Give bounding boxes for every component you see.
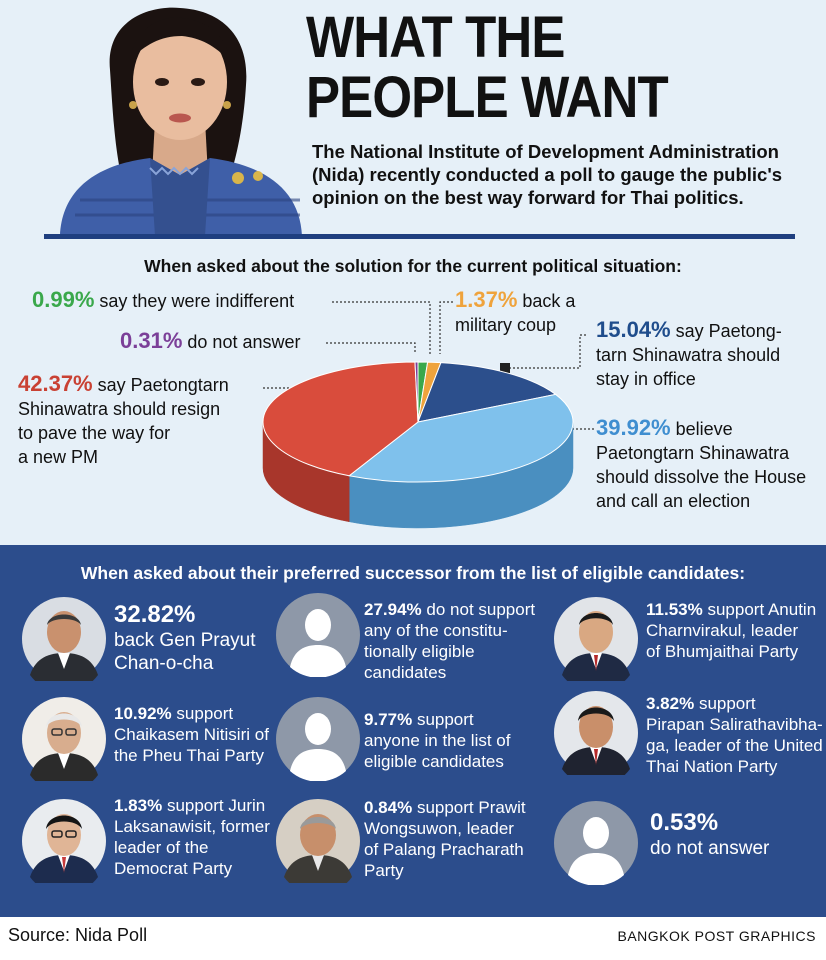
candidate-no-answer-pct: 0.53% — [650, 809, 719, 836]
title-line-2: PEOPLE WANT — [306, 65, 669, 130]
pie-chart — [262, 361, 574, 529]
bottom-section: When asked about their preferred success… — [0, 545, 826, 917]
label-stay-line2: tarn Shinawatra should — [596, 345, 781, 365]
label-coup-pct: 1.37% — [455, 287, 518, 312]
label-stay-line1: say Paetong- — [675, 321, 782, 341]
candidate-anyone-line3: eligible candidates — [364, 752, 504, 771]
label-stay-line3: stay in office — [596, 369, 696, 389]
candidate-jurin-line1: support Jurin — [166, 796, 266, 815]
label-stay: 15.04% say Paetong- tarn Shinawatra shou… — [596, 318, 782, 391]
candidate-anyone-line2: anyone in the list of — [364, 731, 511, 750]
placeholder-person-icon — [276, 593, 360, 677]
candidate-prawit-line1: support Prawit — [416, 798, 526, 817]
label-resign: 42.37% say Paetongtarn Shinawatra should… — [18, 372, 229, 469]
label-dissolve-line3: should dissolve the House — [596, 467, 807, 487]
placeholder-person-icon — [276, 697, 360, 781]
candidate-prawit-pct: 0.84% — [364, 798, 413, 817]
label-resign-line3: to pave the way for — [18, 423, 171, 443]
label-dissolve-line2: Paetongtarn Shinawatra — [596, 443, 790, 463]
placeholder-person-icon — [554, 801, 638, 885]
candidate-photo-jurin — [22, 799, 106, 883]
candidate-prawit-line2: Wongsuwon, leader — [364, 819, 514, 838]
candidate-no-support-pct: 27.94% — [364, 600, 422, 619]
candidate-anyone-pct: 9.77% — [364, 710, 413, 729]
candidate-pirapan-line4: Thai Nation Party — [646, 757, 778, 776]
divider — [44, 234, 795, 239]
candidate-pirapan-pct: 3.82% — [646, 694, 695, 713]
candidate-jurin-line2: Laksanawisit, former — [114, 817, 270, 836]
candidate-chaikasem-line1: support — [176, 704, 234, 723]
candidate-anutin-line2: Charnvirakul, leader — [646, 621, 799, 640]
label-dissolve-pct: 39.92% — [596, 415, 671, 440]
label-coup-line1: back a — [522, 291, 576, 311]
candidate-jurin-pct: 1.83% — [114, 796, 163, 815]
footer: Source: Nida Poll BANGKOK POST GRAPHICS — [0, 917, 826, 960]
pie-slice-do-not-answer — [414, 361, 419, 423]
question-2: When asked about their preferred success… — [80, 563, 746, 583]
candidate-pirapan-line3: ga, leader of the United — [646, 736, 823, 755]
candidate-chaikasem-line3: the Pheu Thai Party — [114, 746, 264, 765]
pie-slice-say-paetongtarn-shinawatra-should-resign — [262, 361, 419, 477]
candidate-prawit-line4: Party — [364, 861, 404, 880]
candidate-photo-pirapan — [554, 691, 638, 775]
label-dissolve-line1: believe — [675, 419, 733, 439]
candidate-no-support-line4: candidates — [364, 663, 447, 682]
candidate-anutin-line1: support Anutin — [707, 600, 817, 619]
candidate-anutin-line3: of Bhumjaithai Party — [646, 642, 799, 661]
pie-slice-believe-paetongtarn-shinawatra-should-di — [348, 393, 574, 483]
source-note: Source: Nida Poll — [8, 925, 148, 945]
candidate-no-support-line1: do not support — [426, 600, 536, 619]
candidate-no-support-line2: any of the constitu- — [364, 621, 508, 640]
candidate-prayut-line1: back Gen Prayut — [114, 630, 256, 651]
candidate-jurin-line3: leader of the — [114, 838, 209, 857]
label-stay-pct: 15.04% — [596, 317, 671, 342]
label-resign-pct: 42.37% — [18, 371, 93, 396]
candidate-pirapan-line2: Pirapan Salirathavibha- — [646, 715, 823, 734]
candidate-anutin-pct: 11.53% — [646, 600, 703, 619]
candidate-photo-prayut — [22, 597, 106, 681]
intro-text: The National Institute of Development Ad… — [312, 141, 783, 208]
candidate-prayut-pct: 32.82% — [114, 601, 196, 628]
label-no-answer-text: do not answer — [187, 332, 301, 352]
label-resign-line1: say Paetongtarn — [97, 375, 229, 395]
candidate-anyone-line1: support — [416, 710, 474, 729]
graphics-credit: BANGKOK POST GRAPHICS — [617, 928, 816, 944]
candidate-prayut-line2: Chan-o-cha — [114, 653, 214, 674]
candidate-no-support-line3: tionally eligible — [364, 642, 475, 661]
page-title: WHAT THE PEOPLE WANT — [306, 5, 669, 130]
candidate-prawit-line3: of Palang Pracharath — [364, 840, 524, 859]
label-indifferent: 0.99% say they were indifferent — [32, 288, 294, 313]
candidate-chaikasem-line2: Chaikasem Nitisiri of — [114, 725, 269, 744]
question-1: When asked about the solution for the cu… — [144, 256, 682, 276]
candidate-no-answer-line1: do not answer — [650, 838, 770, 859]
candidate-photo-anutin — [554, 597, 638, 681]
label-resign-line4: a new PM — [18, 447, 99, 467]
label-indifferent-text: say they were indifferent — [99, 291, 295, 311]
title-line-1: WHAT THE — [306, 5, 565, 70]
candidate-photo-chaikasem — [22, 697, 106, 781]
label-coup: 1.37% back a military coup — [455, 288, 575, 337]
label-dissolve: 39.92% believe Paetongtarn Shinawatra sh… — [596, 416, 806, 513]
candidate-pirapan-line1: support — [698, 694, 756, 713]
candidate-jurin-line4: Democrat Party — [114, 859, 233, 878]
label-dissolve-line4: and call an election — [596, 491, 751, 511]
label-indifferent-pct: 0.99% — [32, 287, 95, 312]
label-no-answer: 0.31% do not answer — [120, 329, 300, 354]
candidate-photo-prawit — [276, 799, 360, 883]
top-section: WHAT THE PEOPLE WANT The National Instit… — [0, 0, 826, 545]
candidate-chaikasem-pct: 10.92% — [114, 704, 172, 723]
label-coup-line2: military coup — [455, 315, 557, 335]
label-no-answer-pct: 0.31% — [120, 328, 183, 353]
pie-slice-say-paetongtarn-shinawatra-should-stay-i — [417, 362, 557, 423]
portrait-photo — [0, 0, 318, 236]
label-resign-line2: Shinawatra should resign — [18, 399, 221, 419]
